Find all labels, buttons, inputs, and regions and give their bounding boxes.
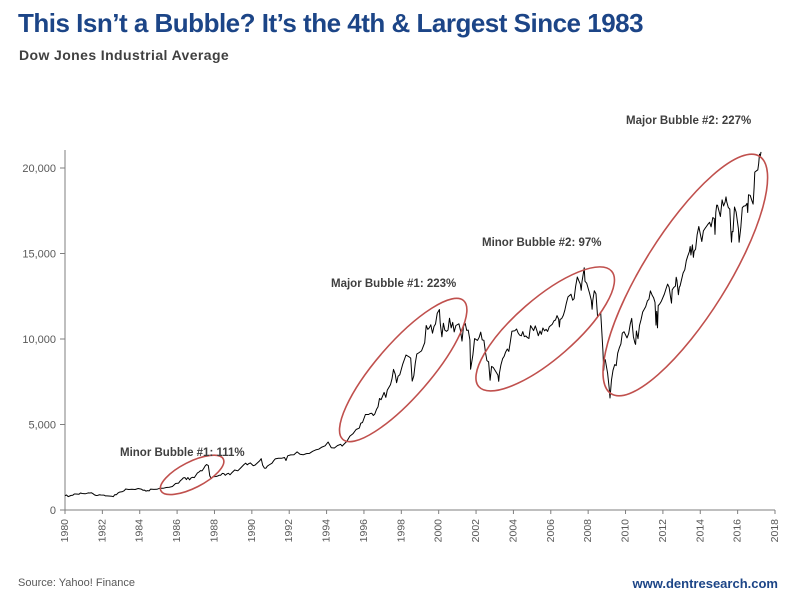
website-link[interactable]: www.dentresearch.com [632, 576, 778, 591]
y-axis-tick-label: 20,000 [22, 163, 56, 175]
x-axis-tick-label: 2002 [470, 519, 482, 543]
page-title: This Isn’t a Bubble? It’s the 4th & Larg… [18, 8, 644, 38]
y-axis-tick-label: 5,000 [28, 420, 56, 432]
x-axis-tick-label: 2012 [657, 519, 669, 543]
x-axis-tick-label: 2018 [769, 519, 781, 543]
y-axis-tick-label: 10,000 [22, 334, 56, 346]
x-axis-tick-label: 2016 [732, 519, 744, 543]
x-axis-tick-label: 2010 [620, 519, 632, 543]
x-axis-tick-label: 1988 [208, 519, 220, 543]
x-axis-tick-label: 1980 [59, 519, 71, 543]
y-axis-tick-label: 0 [50, 505, 56, 517]
bubble-annotation-label: Minor Bubble #2: 97% [482, 237, 602, 249]
chart-subtitle: Dow Jones Industrial Average [19, 47, 230, 63]
bubble-annotation-label: Major Bubble #2: 227% [626, 115, 751, 127]
bubble-ellipse [602, 153, 769, 397]
bubble-ellipse [338, 297, 468, 443]
x-axis-tick-label: 1994 [321, 519, 333, 543]
x-axis-tick-label: 1990 [246, 519, 258, 543]
x-axis-tick-label: 1998 [395, 519, 407, 543]
djia-line [64, 151, 762, 498]
x-axis-tick-label: 1982 [96, 519, 108, 543]
x-axis-tick-label: 2008 [582, 519, 594, 543]
x-axis-tick-label: 1992 [283, 519, 295, 543]
x-axis-tick-label: 1986 [171, 519, 183, 543]
bubble-ellipse [159, 454, 225, 496]
bubble-annotation-label: Minor Bubble #1: 111% [120, 447, 245, 459]
bubble-annotation-label: Major Bubble #1: 223% [331, 278, 456, 290]
x-axis-tick-label: 2014 [694, 519, 706, 543]
bubble-ellipse [475, 266, 616, 392]
x-axis-tick-label: 2006 [545, 519, 557, 543]
x-axis-tick-label: 2000 [433, 519, 445, 543]
x-axis-tick-label: 1984 [134, 519, 146, 543]
x-axis-tick-label: 2004 [507, 519, 519, 543]
source-credit: Source: Yahoo! Finance [18, 577, 136, 589]
x-axis-tick-label: 1996 [358, 519, 370, 543]
y-axis-tick-label: 15,000 [22, 249, 56, 261]
